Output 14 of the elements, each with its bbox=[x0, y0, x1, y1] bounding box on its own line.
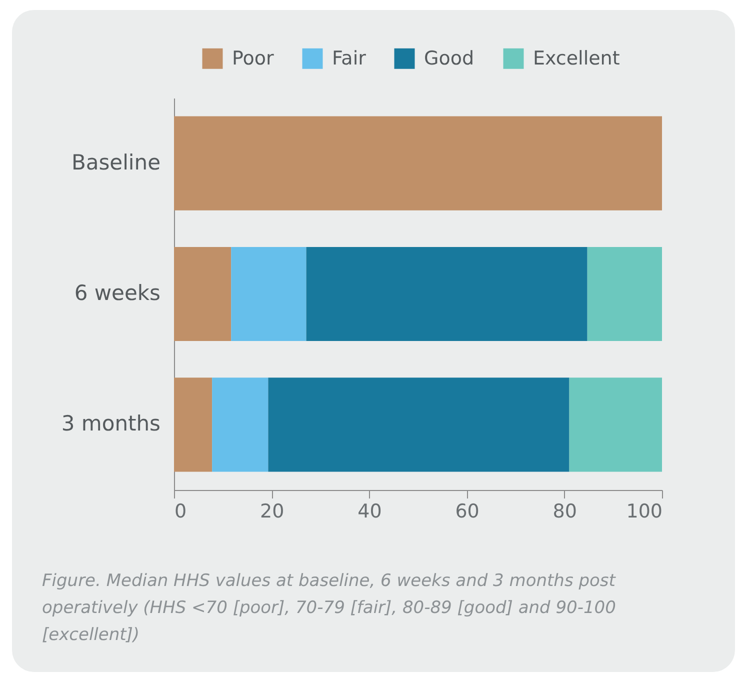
y-tick-label: 6 weeks bbox=[74, 281, 160, 305]
x-tick-label: 20 bbox=[260, 500, 284, 522]
legend-label: Excellent bbox=[533, 48, 620, 70]
text: Figure. Median HHS values at baseline, 6 weeks and 3 months post operatively (HHS <70 [poor], 70-79 [fair], 80-89 [good] and 90-100 [excellent]) bbox=[42, 570, 617, 647]
x-tick-label: 60 bbox=[455, 500, 480, 522]
y-tick-label: 3 months bbox=[61, 412, 160, 436]
legend-label: Poor bbox=[232, 48, 274, 70]
legend-label: Good bbox=[424, 48, 474, 70]
legend-label: Fair bbox=[332, 48, 366, 70]
x-tick-label: 80 bbox=[552, 500, 577, 522]
y-tick-label: Baseline bbox=[71, 150, 160, 174]
x-tick-label: 0 bbox=[174, 500, 187, 522]
x-tick-label: 40 bbox=[358, 500, 382, 522]
x-tick-label: 100 bbox=[626, 500, 662, 522]
